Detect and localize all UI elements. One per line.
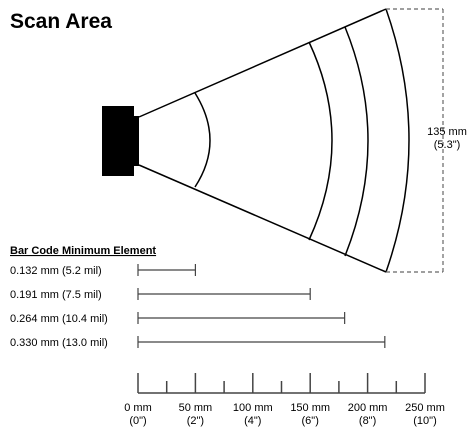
dimension-sub: (5.3") bbox=[434, 139, 461, 151]
scale-tick-label-in: (8") bbox=[359, 415, 376, 427]
scale-tick-label-in: (2") bbox=[187, 415, 204, 427]
barcode-row-label: 0.132 mm (5.2 mil) bbox=[10, 265, 102, 277]
range-arc-2 bbox=[308, 41, 333, 241]
scale-tick-label-mm: 150 mm bbox=[290, 402, 330, 414]
scale-tick-label-mm: 50 mm bbox=[179, 402, 213, 414]
dimension-guides bbox=[386, 8, 444, 273]
scale-tick-label-in: (10") bbox=[413, 415, 436, 427]
dimension-value: 135 mm bbox=[427, 126, 467, 138]
range-arc-4 bbox=[385, 8, 410, 273]
scale-tick-label-mm: 200 mm bbox=[348, 402, 388, 414]
scale-tick-label-in: (6") bbox=[302, 415, 319, 427]
scale-tick-label-mm: 250 mm bbox=[405, 402, 445, 414]
scan-cone bbox=[138, 8, 410, 273]
barcode-row-label: 0.330 mm (13.0 mil) bbox=[10, 337, 108, 349]
barcode-row: 0.330 mm (13.0 mil) bbox=[10, 336, 386, 349]
barcode-row: 0.132 mm (5.2 mil) bbox=[10, 264, 196, 277]
barcode-heading: Bar Code Minimum Element bbox=[10, 245, 156, 257]
barcode-row-label: 0.264 mm (10.4 mil) bbox=[10, 313, 108, 325]
cone-lower-edge bbox=[138, 164, 387, 273]
range-arc-1 bbox=[194, 92, 211, 188]
barcode-row: 0.191 mm (7.5 mil) bbox=[10, 288, 311, 301]
distance-scale: 0 mm(0") 50 mm(2") 100 mm(4") 150 mm(6") 200… bbox=[124, 373, 445, 427]
scale-tick-label-mm: 100 mm bbox=[233, 402, 273, 414]
scale-tick-label-in: (0") bbox=[129, 415, 146, 427]
diagram-title: Scan Area bbox=[10, 10, 112, 33]
barcode-row-label: 0.191 mm (7.5 mil) bbox=[10, 289, 102, 301]
range-arc-3 bbox=[344, 26, 369, 257]
scale-tick-label-in: (4") bbox=[244, 415, 261, 427]
barcode-row: 0.264 mm (10.4 mil) bbox=[10, 312, 346, 325]
scale-tick-label-mm: 0 mm bbox=[124, 402, 152, 414]
cone-upper-edge bbox=[138, 8, 387, 118]
barcode-rows: 0.132 mm (5.2 mil) 0.191 mm (7.5 mil) 0.26… bbox=[10, 264, 386, 349]
scanner-icon bbox=[102, 106, 139, 176]
